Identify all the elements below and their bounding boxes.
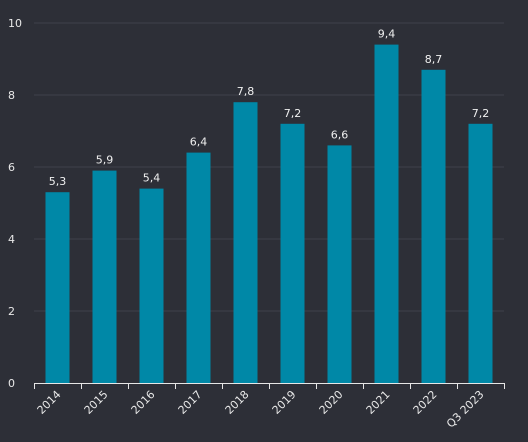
bars [45, 44, 493, 384]
y-axis-ticks: 0 2 4 6 8 10 [8, 17, 22, 390]
bar [421, 69, 446, 384]
y-tick-label: 6 [8, 161, 15, 174]
bar-value-label: 7,2 [472, 107, 490, 120]
x-tick-label: 2017 [176, 388, 205, 417]
x-tick-label: 2019 [270, 388, 299, 417]
bar-value-label: 7,8 [237, 85, 255, 98]
bar-value-label: 5,3 [49, 175, 67, 188]
bar [186, 152, 211, 383]
data-labels: 5,3 5,9 5,4 6,4 7,8 7,2 6,6 9,4 8,7 7,2 [49, 28, 490, 189]
x-tick-label: 2021 [364, 388, 393, 417]
bar [280, 123, 305, 384]
y-tick-label: 2 [8, 305, 15, 318]
bar [92, 170, 117, 383]
y-tick-label: 10 [8, 17, 22, 30]
x-tick-label: Q3 2023 [444, 388, 487, 431]
y-tick-label: 0 [8, 377, 15, 390]
bar [139, 188, 164, 383]
y-tick-label: 4 [8, 233, 15, 246]
bar [233, 102, 258, 383]
x-tick-label: 2020 [317, 388, 346, 417]
x-tick-label: 2022 [411, 388, 440, 417]
bar-value-label: 7,2 [284, 107, 302, 120]
bar-value-label: 6,4 [190, 136, 208, 149]
x-axis: 2014 2015 2016 2017 2018 2019 2020 2021 2022 Q3 2… [34, 383, 505, 430]
bar-value-label: 6,6 [331, 128, 349, 141]
x-tick-label: 2014 [35, 388, 64, 417]
bar [45, 192, 70, 383]
x-tick-label: 2015 [82, 388, 111, 417]
bar [374, 44, 399, 383]
bar-value-label: 5,4 [143, 172, 161, 185]
y-tick-label: 8 [8, 89, 15, 102]
x-tick-label: 2018 [223, 388, 252, 417]
bar [468, 123, 493, 384]
bar [327, 145, 352, 383]
bar-value-label: 5,9 [96, 154, 114, 167]
bar-value-label: 9,4 [378, 28, 396, 41]
bar-value-label: 8,7 [425, 53, 443, 66]
x-tick-label: 2016 [129, 388, 158, 417]
